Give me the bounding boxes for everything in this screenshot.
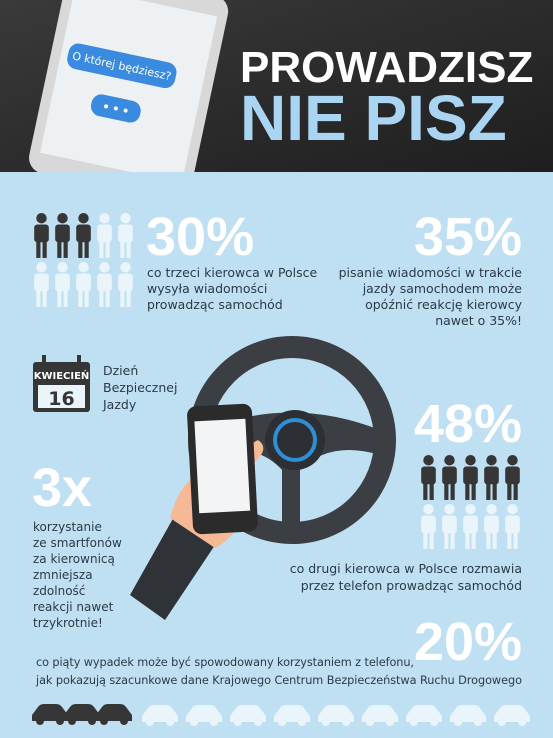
calendar-text: Dzień xyxy=(103,363,138,378)
stat-text: co trzeci kierowca w Polsce xyxy=(147,265,318,280)
stat-text: nawet o 35%! xyxy=(435,313,522,328)
stat-text: trzykrotnie! xyxy=(33,616,103,630)
calendar-text: Jazdy xyxy=(102,397,137,412)
stat-text: przez telefon prowadząc samochód xyxy=(301,578,522,593)
stat-text: jak pokazują szacunkowe dane Krajowego C… xyxy=(35,674,522,687)
stat-text: prowadząc samochód xyxy=(147,297,283,312)
stat-value: 20% xyxy=(414,612,522,672)
title-line1: PROWADZISZ xyxy=(240,43,533,92)
stat-text: opóźnić reakcję kierowcy xyxy=(365,297,523,312)
title-line2: NIE PISZ xyxy=(240,82,507,154)
stat-text: ze smartfonów xyxy=(33,536,122,550)
stat-text: reakcji nawet xyxy=(33,600,114,614)
stat-value: 30% xyxy=(146,207,254,267)
stat-text: za kierownicą xyxy=(33,552,115,566)
stat-text: pisanie wiadomości w trakcie xyxy=(339,265,523,280)
stat-text: co piąty wypadek może być spowodowany ko… xyxy=(36,656,414,669)
calendar-text: Bezpiecznej xyxy=(103,380,177,395)
stat-text: zdolność xyxy=(33,584,85,598)
stat-text: co drugi kierowca w Polsce rozmawia xyxy=(290,561,522,576)
stat-text: zmniejsza xyxy=(33,568,93,582)
phone-header: O której będziesz? xyxy=(29,0,229,202)
message-bubble xyxy=(67,43,177,89)
stat-text: korzystanie xyxy=(33,520,102,534)
stat-text: wysyła wiadomości xyxy=(147,281,267,296)
stat-value: 48% xyxy=(414,394,522,454)
hand-phone xyxy=(130,403,264,620)
calendar-icon xyxy=(33,355,90,412)
stat-text: jazdy samochodem może xyxy=(362,281,523,296)
stat-value: 3x xyxy=(32,458,92,518)
calendar-month: KWIECIEŃ xyxy=(34,369,90,382)
stat-value: 35% xyxy=(414,207,522,267)
calendar-day: 16 xyxy=(48,388,74,410)
